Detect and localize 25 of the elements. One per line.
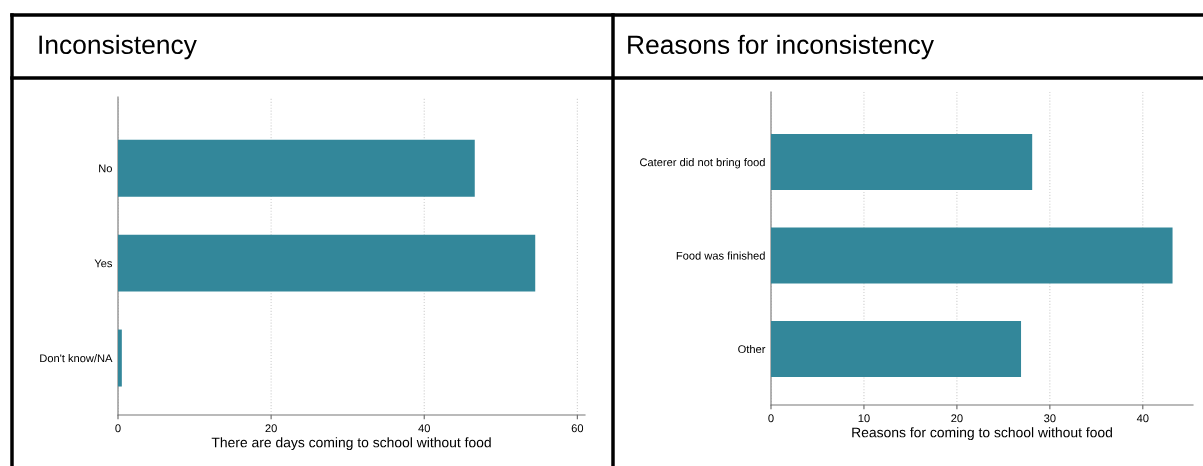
- y-tick-label: Yes: [94, 259, 113, 268]
- y-tick-label: Food was finished: [676, 251, 765, 260]
- bar: [771, 320, 1022, 377]
- chart-title: Reasons for inconsistency: [628, 34, 934, 60]
- x-tick-label: 0: [115, 424, 121, 433]
- y-tick-label: Other: [738, 344, 766, 354]
- y-tick-label: Caterer did not bring food: [640, 158, 765, 169]
- x-tick-label: 30: [1044, 414, 1056, 423]
- x-tick-label: 10: [858, 414, 870, 423]
- bar: [118, 139, 475, 197]
- x-tick-label: 40: [418, 424, 430, 433]
- x-axis-title: There are days coming to school without food: [211, 437, 491, 451]
- bar: [771, 134, 1033, 191]
- x-tick-label: 0: [768, 414, 774, 423]
- y-tick-label: Don't know/NA: [40, 354, 113, 363]
- x-tick-label: 60: [571, 424, 584, 433]
- x-tick-label: 20: [265, 424, 277, 433]
- bar: [118, 234, 536, 292]
- chart-title: Inconsistency: [39, 34, 197, 60]
- x-tick-label: 40: [1136, 414, 1149, 423]
- bar: [118, 329, 122, 387]
- x-tick-label: 20: [951, 414, 963, 423]
- bar: [771, 227, 1173, 284]
- y-tick-label: No: [99, 164, 112, 173]
- x-axis-title: Reasons for coming to school without food: [852, 427, 1112, 441]
